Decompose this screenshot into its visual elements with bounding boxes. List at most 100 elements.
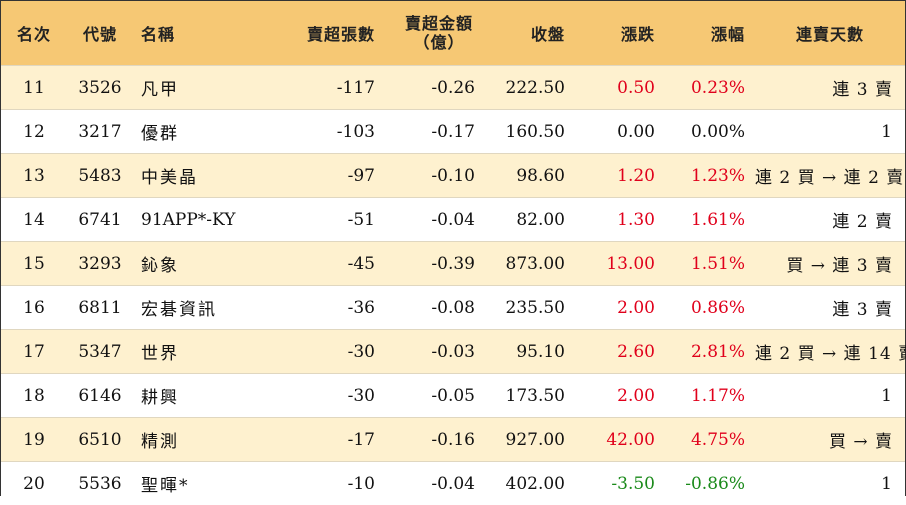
cell-code: 3526 <box>67 66 133 110</box>
header-net-amount: 賣超金額 （億） <box>385 1 485 66</box>
cell-close: 402.00 <box>485 462 575 505</box>
cell-close: 160.50 <box>485 110 575 154</box>
cell-pct: 2.81% <box>665 330 755 374</box>
cell-pct: 0.23% <box>665 66 755 110</box>
cell-name: 世界 <box>133 330 263 374</box>
cell-name: 凡甲 <box>133 66 263 110</box>
cell-change: 2.60 <box>575 330 665 374</box>
cell-change: 2.00 <box>575 374 665 418</box>
cell-change: 13.00 <box>575 242 665 286</box>
header-pct: 漲幅 <box>665 1 755 66</box>
cell-streak: 連 2 賣 <box>755 198 905 242</box>
cell-rank: 18 <box>1 374 67 418</box>
cell-rank: 11 <box>1 66 67 110</box>
cell-pct: -0.86% <box>665 462 755 505</box>
cell-net-amount: -0.10 <box>385 154 485 198</box>
table-body: 11 3526 凡甲 -117 -0.26 222.50 0.50 0.23% … <box>1 66 905 505</box>
cell-change: 0.00 <box>575 110 665 154</box>
cell-rank: 13 <box>1 154 67 198</box>
header-net-amount-line2: （億） <box>403 33 475 52</box>
cell-rank: 14 <box>1 198 67 242</box>
cell-streak: 連 2 買 → 連 14 賣 <box>755 330 905 374</box>
table-row: 12 3217 優群 -103 -0.17 160.50 0.00 0.00% … <box>1 110 905 154</box>
cell-name: 聖暉* <box>133 462 263 505</box>
cell-streak: 1 <box>755 462 905 505</box>
cell-change: 42.00 <box>575 418 665 462</box>
cell-code: 6741 <box>67 198 133 242</box>
cell-net-amount: -0.04 <box>385 198 485 242</box>
table-row: 18 6146 耕興 -30 -0.05 173.50 2.00 1.17% 1 <box>1 374 905 418</box>
cell-rank: 17 <box>1 330 67 374</box>
cell-net-amount: -0.39 <box>385 242 485 286</box>
table-row: 15 3293 鈊象 -45 -0.39 873.00 13.00 1.51% … <box>1 242 905 286</box>
table-row: 20 5536 聖暉* -10 -0.04 402.00 -3.50 -0.86… <box>1 462 905 505</box>
cell-code: 5483 <box>67 154 133 198</box>
cell-rank: 16 <box>1 286 67 330</box>
cell-close: 222.50 <box>485 66 575 110</box>
cell-streak: 連 3 賣 <box>755 286 905 330</box>
cell-net-shares: -30 <box>263 374 385 418</box>
cell-name: 中美晶 <box>133 154 263 198</box>
cell-code: 3293 <box>67 242 133 286</box>
table-row: 14 6741 91APP*-KY -51 -0.04 82.00 1.30 1… <box>1 198 905 242</box>
cell-code: 6811 <box>67 286 133 330</box>
cell-net-amount: -0.04 <box>385 462 485 505</box>
cell-net-amount: -0.08 <box>385 286 485 330</box>
cell-streak: 連 2 買 → 連 2 賣 <box>755 154 905 198</box>
cell-net-shares: -103 <box>263 110 385 154</box>
header-close: 收盤 <box>485 1 575 66</box>
cell-code: 5536 <box>67 462 133 505</box>
cell-streak: 連 3 賣 <box>755 66 905 110</box>
cell-change: -3.50 <box>575 462 665 505</box>
cell-net-shares: -97 <box>263 154 385 198</box>
table-row: 19 6510 精測 -17 -0.16 927.00 42.00 4.75% … <box>1 418 905 462</box>
cell-close: 235.50 <box>485 286 575 330</box>
cell-rank: 12 <box>1 110 67 154</box>
cell-net-amount: -0.26 <box>385 66 485 110</box>
cell-name: 優群 <box>133 110 263 154</box>
cell-code: 5347 <box>67 330 133 374</box>
cell-streak: 買 → 連 3 賣 <box>755 242 905 286</box>
cell-code: 3217 <box>67 110 133 154</box>
cell-streak: 買 → 賣 <box>755 418 905 462</box>
cell-streak: 1 <box>755 374 905 418</box>
header-name: 名稱 <box>133 1 263 66</box>
cell-rank: 15 <box>1 242 67 286</box>
cell-close: 95.10 <box>485 330 575 374</box>
cell-name: 宏碁資訊 <box>133 286 263 330</box>
header-code: 代號 <box>67 1 133 66</box>
cell-name: 鈊象 <box>133 242 263 286</box>
cell-streak: 1 <box>755 110 905 154</box>
header-net-amount-line1: 賣超金額 <box>403 14 475 33</box>
cell-change: 1.20 <box>575 154 665 198</box>
cell-net-shares: -30 <box>263 330 385 374</box>
cell-net-shares: -51 <box>263 198 385 242</box>
cell-close: 98.60 <box>485 154 575 198</box>
cell-code: 6146 <box>67 374 133 418</box>
header-change: 漲跌 <box>575 1 665 66</box>
cell-pct: 0.00% <box>665 110 755 154</box>
table-row: 16 6811 宏碁資訊 -36 -0.08 235.50 2.00 0.86%… <box>1 286 905 330</box>
cell-code: 6510 <box>67 418 133 462</box>
cell-name: 耕興 <box>133 374 263 418</box>
cell-close: 927.00 <box>485 418 575 462</box>
table-row: 11 3526 凡甲 -117 -0.26 222.50 0.50 0.23% … <box>1 66 905 110</box>
cell-rank: 20 <box>1 462 67 505</box>
cell-net-amount: -0.16 <box>385 418 485 462</box>
cell-pct: 0.86% <box>665 286 755 330</box>
cell-close: 173.50 <box>485 374 575 418</box>
cell-close: 82.00 <box>485 198 575 242</box>
cell-net-shares: -17 <box>263 418 385 462</box>
cell-change: 1.30 <box>575 198 665 242</box>
header-net-shares: 賣超張數 <box>263 1 385 66</box>
cell-pct: 4.75% <box>665 418 755 462</box>
header-rank: 名次 <box>1 1 67 66</box>
cell-change: 2.00 <box>575 286 665 330</box>
table-row: 13 5483 中美晶 -97 -0.10 98.60 1.20 1.23% 連… <box>1 154 905 198</box>
cell-name: 91APP*-KY <box>133 198 263 242</box>
cell-pct: 1.51% <box>665 242 755 286</box>
cell-net-amount: -0.17 <box>385 110 485 154</box>
header-streak: 連賣天數 <box>755 1 905 66</box>
cell-pct: 1.23% <box>665 154 755 198</box>
